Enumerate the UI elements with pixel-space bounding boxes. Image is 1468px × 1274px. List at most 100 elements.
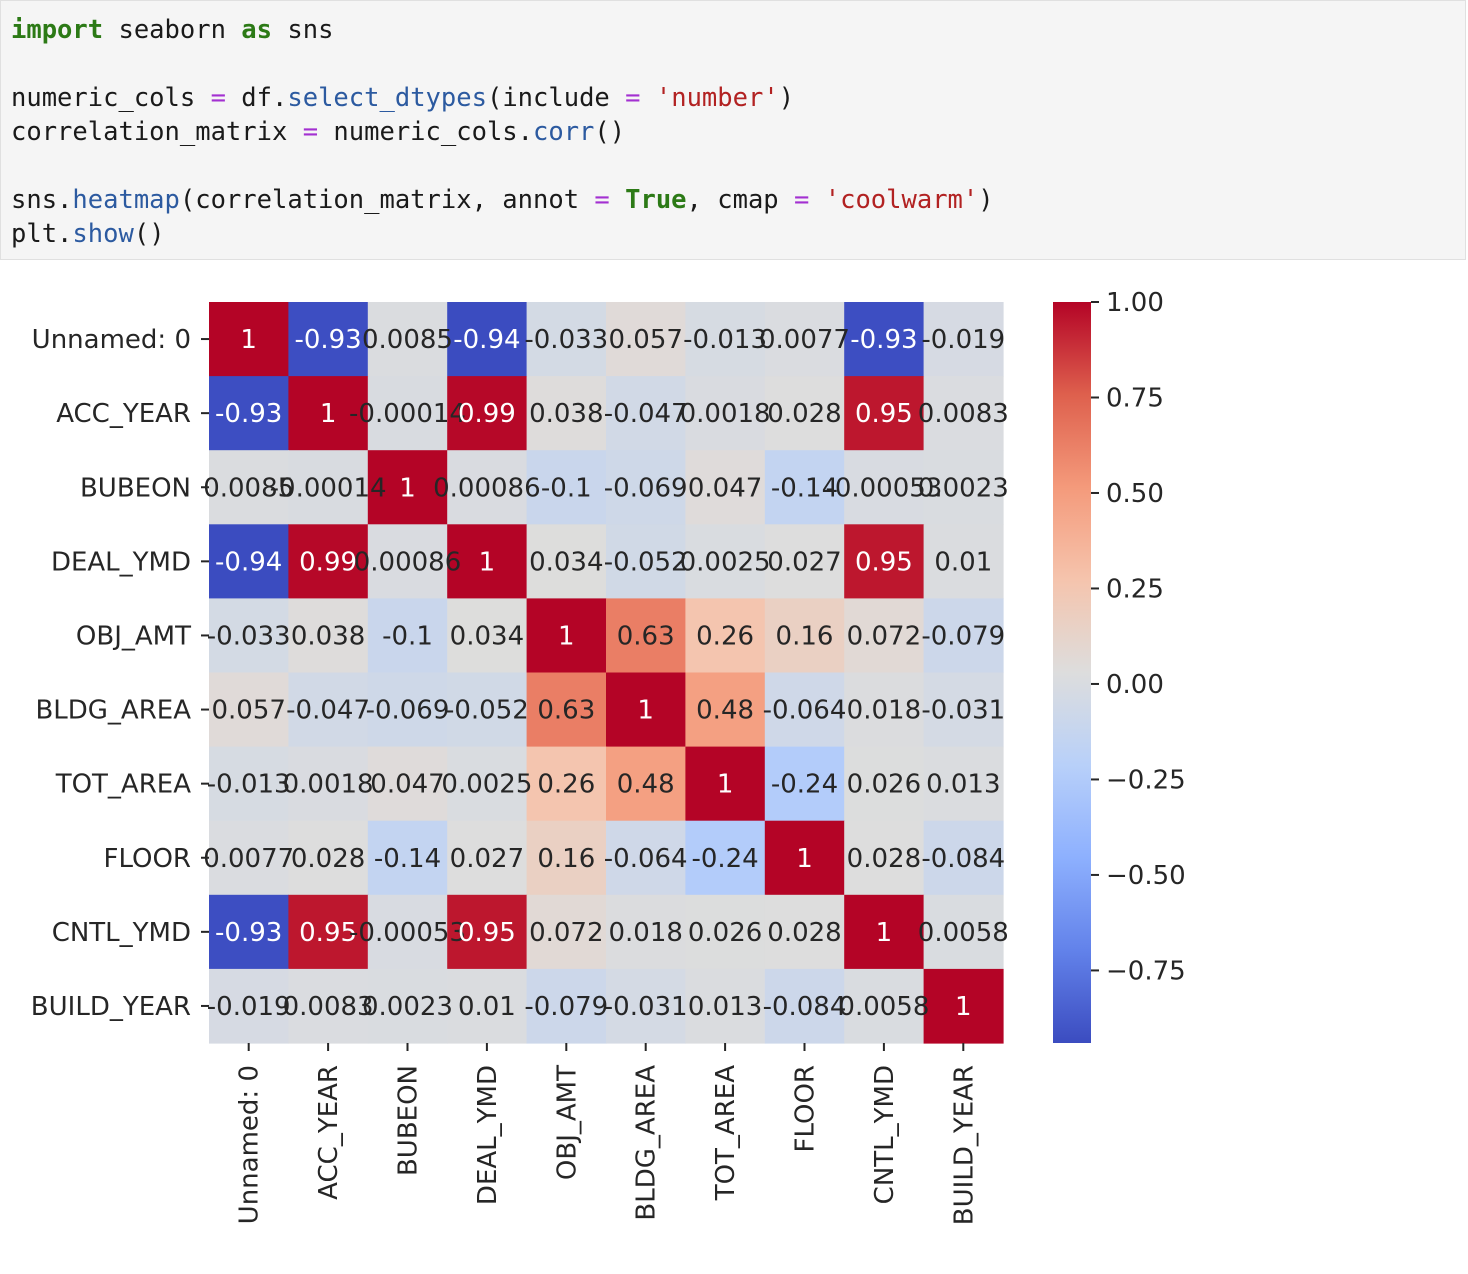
heatmap-cell	[209, 450, 289, 525]
heatmap-cell	[288, 746, 369, 822]
cell-annotation: 0.0085	[203, 473, 294, 503]
heatmap-cell	[844, 672, 925, 748]
cell-annotation: 0.072	[847, 621, 921, 651]
x-tick-label: BLDG_AREA	[632, 1065, 662, 1221]
cell-annotation: -0.084	[921, 844, 1005, 874]
cell-annotation: 0.034	[450, 621, 524, 651]
heatmap-cell	[606, 894, 686, 970]
cell-annotation: 0.018	[847, 696, 921, 726]
cell-annotation: 0.26	[696, 621, 754, 651]
cell-annotation: 0.026	[847, 770, 921, 800]
cell-annotation: 0.0083	[283, 992, 374, 1022]
cell-annotation: 0.00086	[354, 547, 462, 577]
cell-annotation: -0.019	[207, 992, 291, 1022]
cell-annotation: 0.63	[537, 696, 595, 726]
cell-annotation: 1	[955, 992, 972, 1022]
cell-annotation: -0.013	[683, 325, 767, 355]
cell-annotation: 0.013	[688, 992, 762, 1022]
heatmap-cell	[844, 820, 925, 896]
code-cell[interactable]: import seaborn as sns numeric_cols = df.…	[0, 0, 1466, 260]
heatmap-cell	[606, 820, 686, 896]
cell-annotation: 0.0058	[838, 992, 929, 1022]
colorbar-tick-label: 0.25	[1106, 574, 1164, 604]
x-tick-label: TOT_AREA	[711, 1065, 741, 1202]
cell-annotation: -0.084	[763, 992, 847, 1022]
heatmap-cell	[447, 746, 528, 822]
heatmap-cell	[844, 302, 925, 377]
heatmap-cell	[764, 302, 845, 377]
heatmap-cell	[367, 450, 448, 525]
heatmap-cell	[764, 598, 845, 674]
heatmap-cell	[923, 598, 1004, 674]
heatmap-cell	[288, 820, 369, 896]
cell-annotation: 0.16	[537, 844, 595, 874]
code-line-4: correlation_matrix = numeric_cols.corr()	[11, 117, 626, 147]
cell-annotation: 1	[558, 621, 575, 651]
x-tick-label: Unnamed: 0	[235, 1065, 265, 1224]
heatmap-cell	[209, 968, 289, 1044]
heatmap-cell	[367, 524, 448, 599]
heatmap-cell	[844, 598, 925, 674]
cell-annotation: 0.0058	[918, 918, 1009, 948]
heatmap-cell	[447, 820, 528, 896]
heatmap-cell	[923, 524, 1004, 599]
y-tick-label: CNTL_YMD	[52, 918, 191, 948]
cell-annotation: -0.00014	[349, 399, 466, 429]
heatmap-cell	[526, 820, 607, 896]
cell-annotation: 1	[320, 399, 337, 429]
heatmap-cell	[844, 968, 925, 1044]
cell-annotation: 0.48	[696, 696, 754, 726]
y-tick-label: DEAL_YMD	[51, 547, 191, 577]
heatmap-cell	[764, 376, 845, 451]
cell-annotation: -0.064	[763, 696, 847, 726]
heatmap-cell	[447, 672, 528, 748]
cell-annotation: -0.93	[850, 325, 917, 355]
cell-annotation: -0.013	[207, 770, 291, 800]
cell-annotation: -0.94	[453, 325, 520, 355]
cell-annotation: -0.24	[771, 770, 838, 800]
heatmap-cell	[685, 598, 766, 674]
cell-annotation: 0.01	[458, 992, 516, 1022]
colorbar-tick-label: −0.25	[1106, 765, 1186, 795]
heatmap-cell	[844, 376, 925, 451]
y-tick-label: BUBEON	[80, 473, 191, 503]
code-line-3: numeric_cols = df.select_dtypes(include …	[11, 83, 795, 113]
heatmap-cell	[606, 672, 686, 748]
cell-annotation: 1	[399, 473, 416, 503]
cell-annotation: 0.027	[450, 844, 524, 874]
heatmap-cell	[526, 672, 607, 748]
heatmap-cell	[526, 302, 607, 377]
heatmap-cell	[685, 302, 766, 377]
heatmap-cell	[447, 598, 528, 674]
heatmap-cell	[526, 524, 607, 599]
cell-annotation: -0.1	[382, 621, 433, 651]
heatmap-cell	[844, 450, 925, 525]
heatmap-cell	[367, 376, 448, 451]
heatmap-cell	[367, 820, 448, 896]
cell-annotation: 1	[240, 325, 257, 355]
heatmap-cell	[288, 302, 369, 377]
cell-annotation: 1	[717, 770, 734, 800]
heatmap-cell	[844, 746, 925, 822]
cell-annotation: -0.00053	[825, 473, 942, 503]
cell-annotation: -0.047	[286, 696, 370, 726]
heatmap-cell	[447, 968, 528, 1044]
heatmap-cell	[764, 894, 845, 970]
x-tick-label: BUILD_YEAR	[949, 1065, 979, 1225]
colorbar-tick-label: 0.75	[1106, 383, 1164, 413]
cell-annotation: -0.00053	[349, 918, 466, 948]
cell-annotation: -0.00014	[270, 473, 387, 503]
heatmap-cell	[367, 598, 448, 674]
heatmap-cell	[288, 376, 369, 451]
cell-annotation: 1	[796, 844, 813, 874]
heatmap-cell	[526, 746, 607, 822]
cell-annotation: 0.038	[529, 399, 603, 429]
cell-annotation: 0.0023	[918, 473, 1009, 503]
cell-annotation: 0.0083	[918, 399, 1009, 429]
cell-annotation: 0.034	[529, 547, 603, 577]
heatmap-cell	[606, 302, 686, 377]
cell-annotation: 0.01	[934, 547, 992, 577]
colorbar-tick-label: 0.50	[1106, 479, 1164, 509]
colorbar-tick-label: 0.00	[1106, 670, 1164, 700]
cell-annotation: 0.99	[299, 547, 357, 577]
